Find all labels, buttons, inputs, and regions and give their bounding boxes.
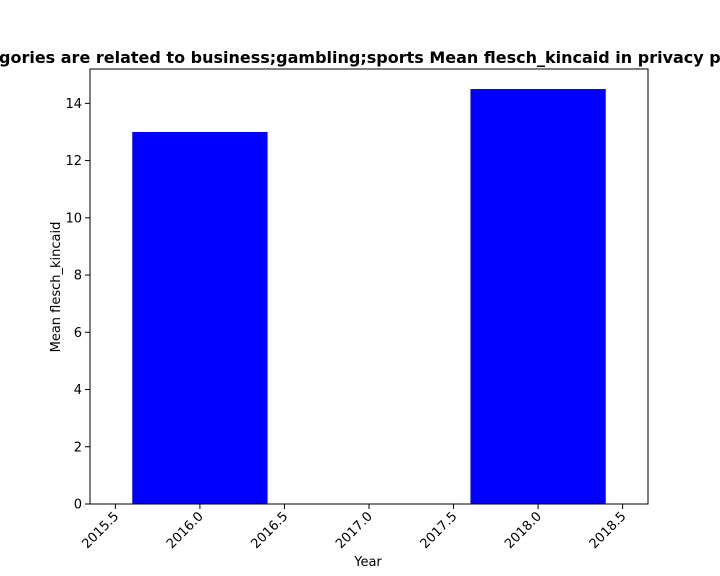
x-tick-label: 2015.5 <box>79 509 122 552</box>
x-tick-label: 2018.5 <box>587 509 630 552</box>
y-axis-label: Mean flesch_kincaid <box>49 222 64 353</box>
y-tick-label: 8 <box>74 269 82 284</box>
x-tick-label: 2016.5 <box>249 509 292 552</box>
y-tick-label: 14 <box>65 97 82 112</box>
x-axis-ticks: 2015.5 2016.0 2016.5 2017.0 2017.5 2018.0 2018… <box>79 504 629 552</box>
y-tick-label: 6 <box>74 326 82 341</box>
bar-1 <box>470 89 606 504</box>
x-tick-label: 2017.5 <box>418 509 461 552</box>
y-tick-label: 10 <box>65 211 82 226</box>
x-tick-label: 2018.0 <box>502 509 545 552</box>
y-tick-label: 12 <box>65 154 82 169</box>
x-tick-label: 2016.0 <box>164 509 207 552</box>
bar-0 <box>132 131 268 505</box>
chart-title: Categories are related to business;gambl… <box>0 48 720 67</box>
y-tick-label: 2 <box>74 440 82 455</box>
x-axis-label: Year <box>353 555 382 570</box>
y-tick-label: 0 <box>74 498 82 513</box>
bars-layer <box>132 89 606 505</box>
x-tick-label: 2017.0 <box>333 509 376 552</box>
y-tick-label: 4 <box>74 383 82 398</box>
y-axis-ticks: 0 2 4 6 8 10 12 14 <box>65 97 90 513</box>
